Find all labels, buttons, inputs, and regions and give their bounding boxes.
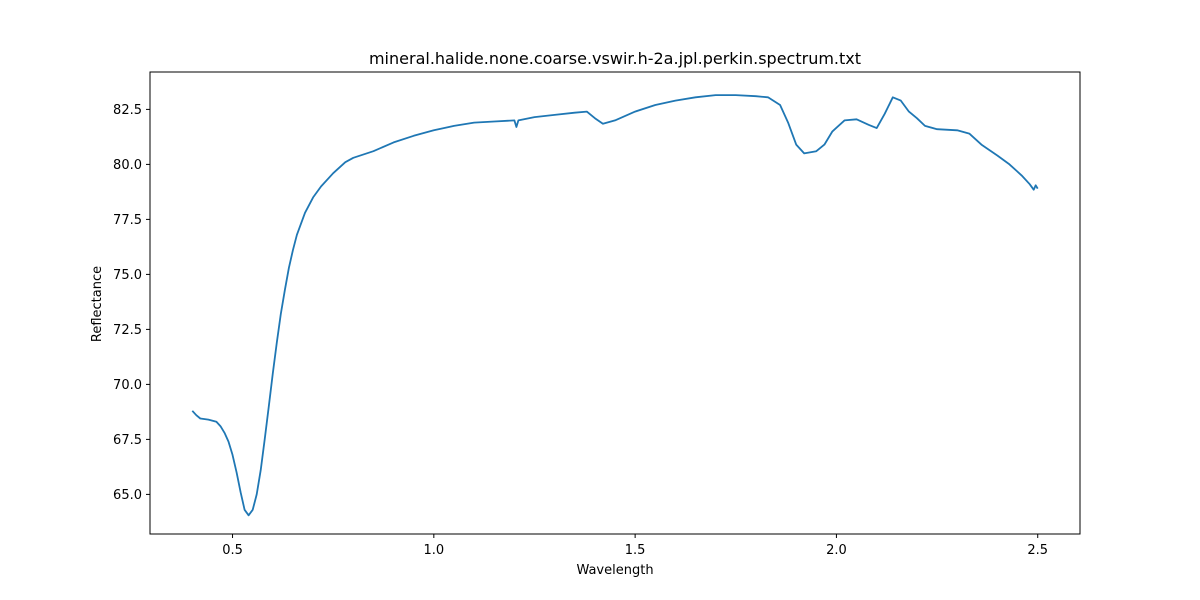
x-tick-label: 1.5 [625, 543, 646, 558]
y-tick-label: 82.5 [113, 103, 142, 118]
y-tick-label: 72.5 [113, 323, 142, 338]
x-tick-label: 0.5 [222, 543, 243, 558]
x-tick-label: 1.0 [423, 543, 444, 558]
y-tick-label: 77.5 [113, 213, 142, 228]
y-axis-label: Reflectance [90, 266, 105, 342]
y-tick-label: 67.5 [113, 433, 142, 448]
plot-area [191, 94, 1039, 517]
y-tick-label: 75.0 [113, 268, 142, 283]
x-axis-label: Wavelength [576, 563, 653, 578]
x-tick-label: 2.0 [826, 543, 847, 558]
axis-ticks: 0.5 1.0 1.5 2.0 2.5 65.0 67.5 70.0 72.5 75.0 77.5 8… [113, 103, 1048, 558]
y-tick-label: 80.0 [113, 158, 142, 173]
y-tick-label: 65.0 [113, 488, 142, 503]
chart-title: mineral.halide.none.coarse.vswir.h-2a.jp… [369, 49, 861, 68]
y-tick-label: 70.0 [113, 378, 142, 393]
x-tick-label: 2.5 [1027, 543, 1048, 558]
axes-frame [149, 71, 1081, 535]
series-line [191, 94, 1039, 517]
